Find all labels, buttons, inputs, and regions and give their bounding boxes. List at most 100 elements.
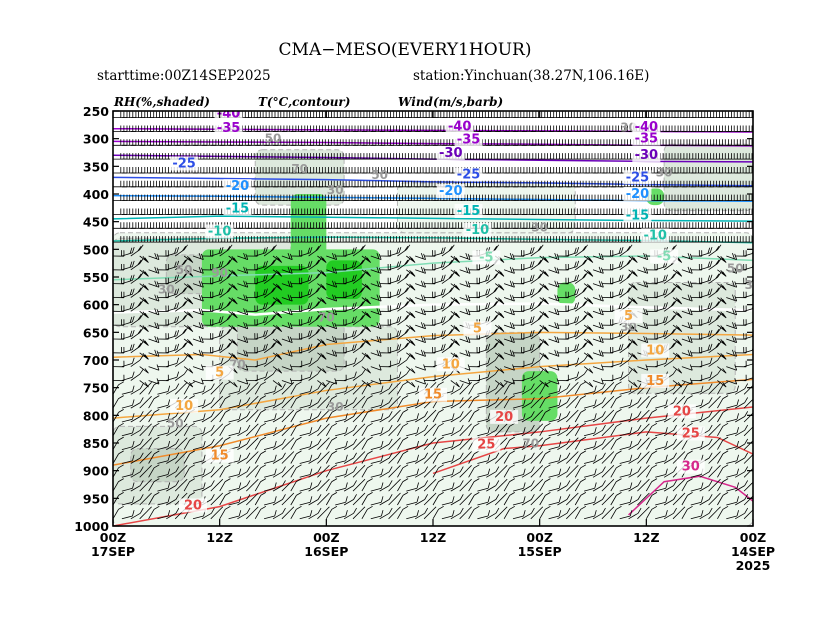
temp-label-bg bbox=[205, 365, 234, 380]
wind-barb bbox=[308, 466, 322, 478]
temp-contour-label: -5 bbox=[657, 249, 671, 264]
temp-contour-label: -40 bbox=[448, 119, 472, 134]
wind-barb bbox=[406, 180, 421, 188]
wind-barb bbox=[192, 252, 204, 260]
wind-barb bbox=[210, 316, 224, 326]
wind-barb bbox=[361, 310, 372, 319]
wind-barb bbox=[121, 316, 135, 326]
wind-barb bbox=[113, 381, 124, 395]
wind-barb bbox=[272, 383, 286, 395]
wind-barb bbox=[308, 125, 323, 132]
wind-barb bbox=[539, 338, 549, 346]
wind-barb bbox=[237, 452, 251, 464]
wind-barb bbox=[664, 125, 679, 132]
wind-barb bbox=[574, 436, 587, 450]
rh-contour-label: 50 bbox=[265, 132, 282, 146]
wind-barb bbox=[281, 153, 297, 160]
wind-barb bbox=[343, 343, 357, 354]
wind-barb bbox=[486, 397, 500, 409]
wind-barb bbox=[201, 153, 217, 160]
y-tick-label: 250 bbox=[83, 104, 109, 119]
wind-barb bbox=[370, 139, 386, 146]
wind-barb bbox=[655, 167, 670, 174]
wind-barb bbox=[664, 208, 679, 215]
wind-barb bbox=[495, 167, 510, 174]
wind-barb bbox=[210, 465, 224, 478]
wind-barb bbox=[539, 324, 549, 333]
wind-barb bbox=[139, 297, 149, 305]
wind-barb bbox=[397, 450, 409, 464]
wind-barb bbox=[583, 380, 594, 388]
wind-barb bbox=[414, 424, 429, 437]
wind-barb bbox=[157, 454, 171, 464]
y-tick-label: 700 bbox=[83, 353, 109, 368]
wind-barb bbox=[193, 180, 208, 188]
wind-barb bbox=[503, 492, 515, 506]
wind-barb bbox=[610, 167, 626, 174]
wind-barb bbox=[201, 236, 217, 243]
wind-barb bbox=[379, 494, 393, 506]
wind-barb bbox=[361, 352, 372, 360]
wind-barb bbox=[717, 208, 732, 215]
wind-barb bbox=[672, 506, 686, 520]
wind-barb bbox=[583, 454, 597, 464]
wind-barb bbox=[655, 125, 670, 132]
wind-barb bbox=[388, 236, 403, 243]
wind-barb bbox=[468, 478, 480, 492]
wind-barb bbox=[272, 255, 283, 263]
legend-wind: Wind(m/s,barb) bbox=[398, 95, 503, 109]
wind-barb bbox=[583, 283, 594, 291]
wind-barb bbox=[432, 246, 446, 257]
wind-barb bbox=[326, 153, 341, 160]
wind-barb bbox=[361, 492, 373, 506]
wind-barb bbox=[166, 139, 181, 146]
rh-contour-label: 50 bbox=[176, 263, 193, 277]
wind-barb bbox=[361, 395, 373, 409]
wind-barb bbox=[708, 341, 722, 354]
wind-barb bbox=[628, 111, 643, 118]
wind-barb bbox=[459, 478, 472, 492]
wind-barb bbox=[157, 468, 171, 478]
wind-barb bbox=[343, 357, 357, 367]
wind-barb bbox=[699, 371, 713, 381]
wind-barb bbox=[681, 478, 693, 492]
wind-barb bbox=[130, 208, 146, 215]
wind-barb bbox=[583, 399, 597, 409]
wind-barb bbox=[361, 180, 377, 188]
wind-barb bbox=[557, 383, 571, 395]
rh-region-90 bbox=[521, 371, 558, 421]
wind-barb bbox=[415, 364, 426, 371]
wind-barb bbox=[681, 167, 697, 174]
wind-barb bbox=[308, 153, 323, 160]
wind-barb bbox=[521, 302, 535, 312]
wind-barb bbox=[521, 246, 535, 257]
wind-barb bbox=[512, 482, 526, 492]
wind-barb bbox=[726, 308, 738, 316]
wind-barb bbox=[317, 236, 332, 243]
wind-barb bbox=[326, 322, 338, 330]
wind-barb bbox=[521, 260, 535, 271]
wind-barb bbox=[717, 492, 729, 506]
temp-label-bg bbox=[676, 426, 705, 441]
wind-barb bbox=[308, 299, 322, 312]
wind-barb bbox=[726, 335, 738, 343]
wind-barb bbox=[744, 236, 753, 243]
wind-barb bbox=[343, 466, 357, 478]
wind-barb bbox=[246, 465, 259, 478]
wind-barb bbox=[113, 139, 128, 146]
temp-label-bg bbox=[490, 409, 519, 424]
wind-barb bbox=[326, 139, 341, 146]
wind-barb bbox=[148, 208, 163, 215]
wind-barb bbox=[130, 507, 144, 520]
wind-barb bbox=[121, 468, 135, 478]
wind-barb bbox=[397, 125, 412, 132]
wind-barb bbox=[361, 208, 377, 215]
wind-barb bbox=[388, 395, 401, 409]
wind-barb bbox=[494, 478, 508, 492]
wind-barb bbox=[646, 222, 661, 229]
wind-barb bbox=[175, 222, 190, 229]
wind-barb bbox=[539, 111, 555, 118]
wind-barb bbox=[325, 450, 338, 464]
wind-barb bbox=[175, 236, 190, 243]
